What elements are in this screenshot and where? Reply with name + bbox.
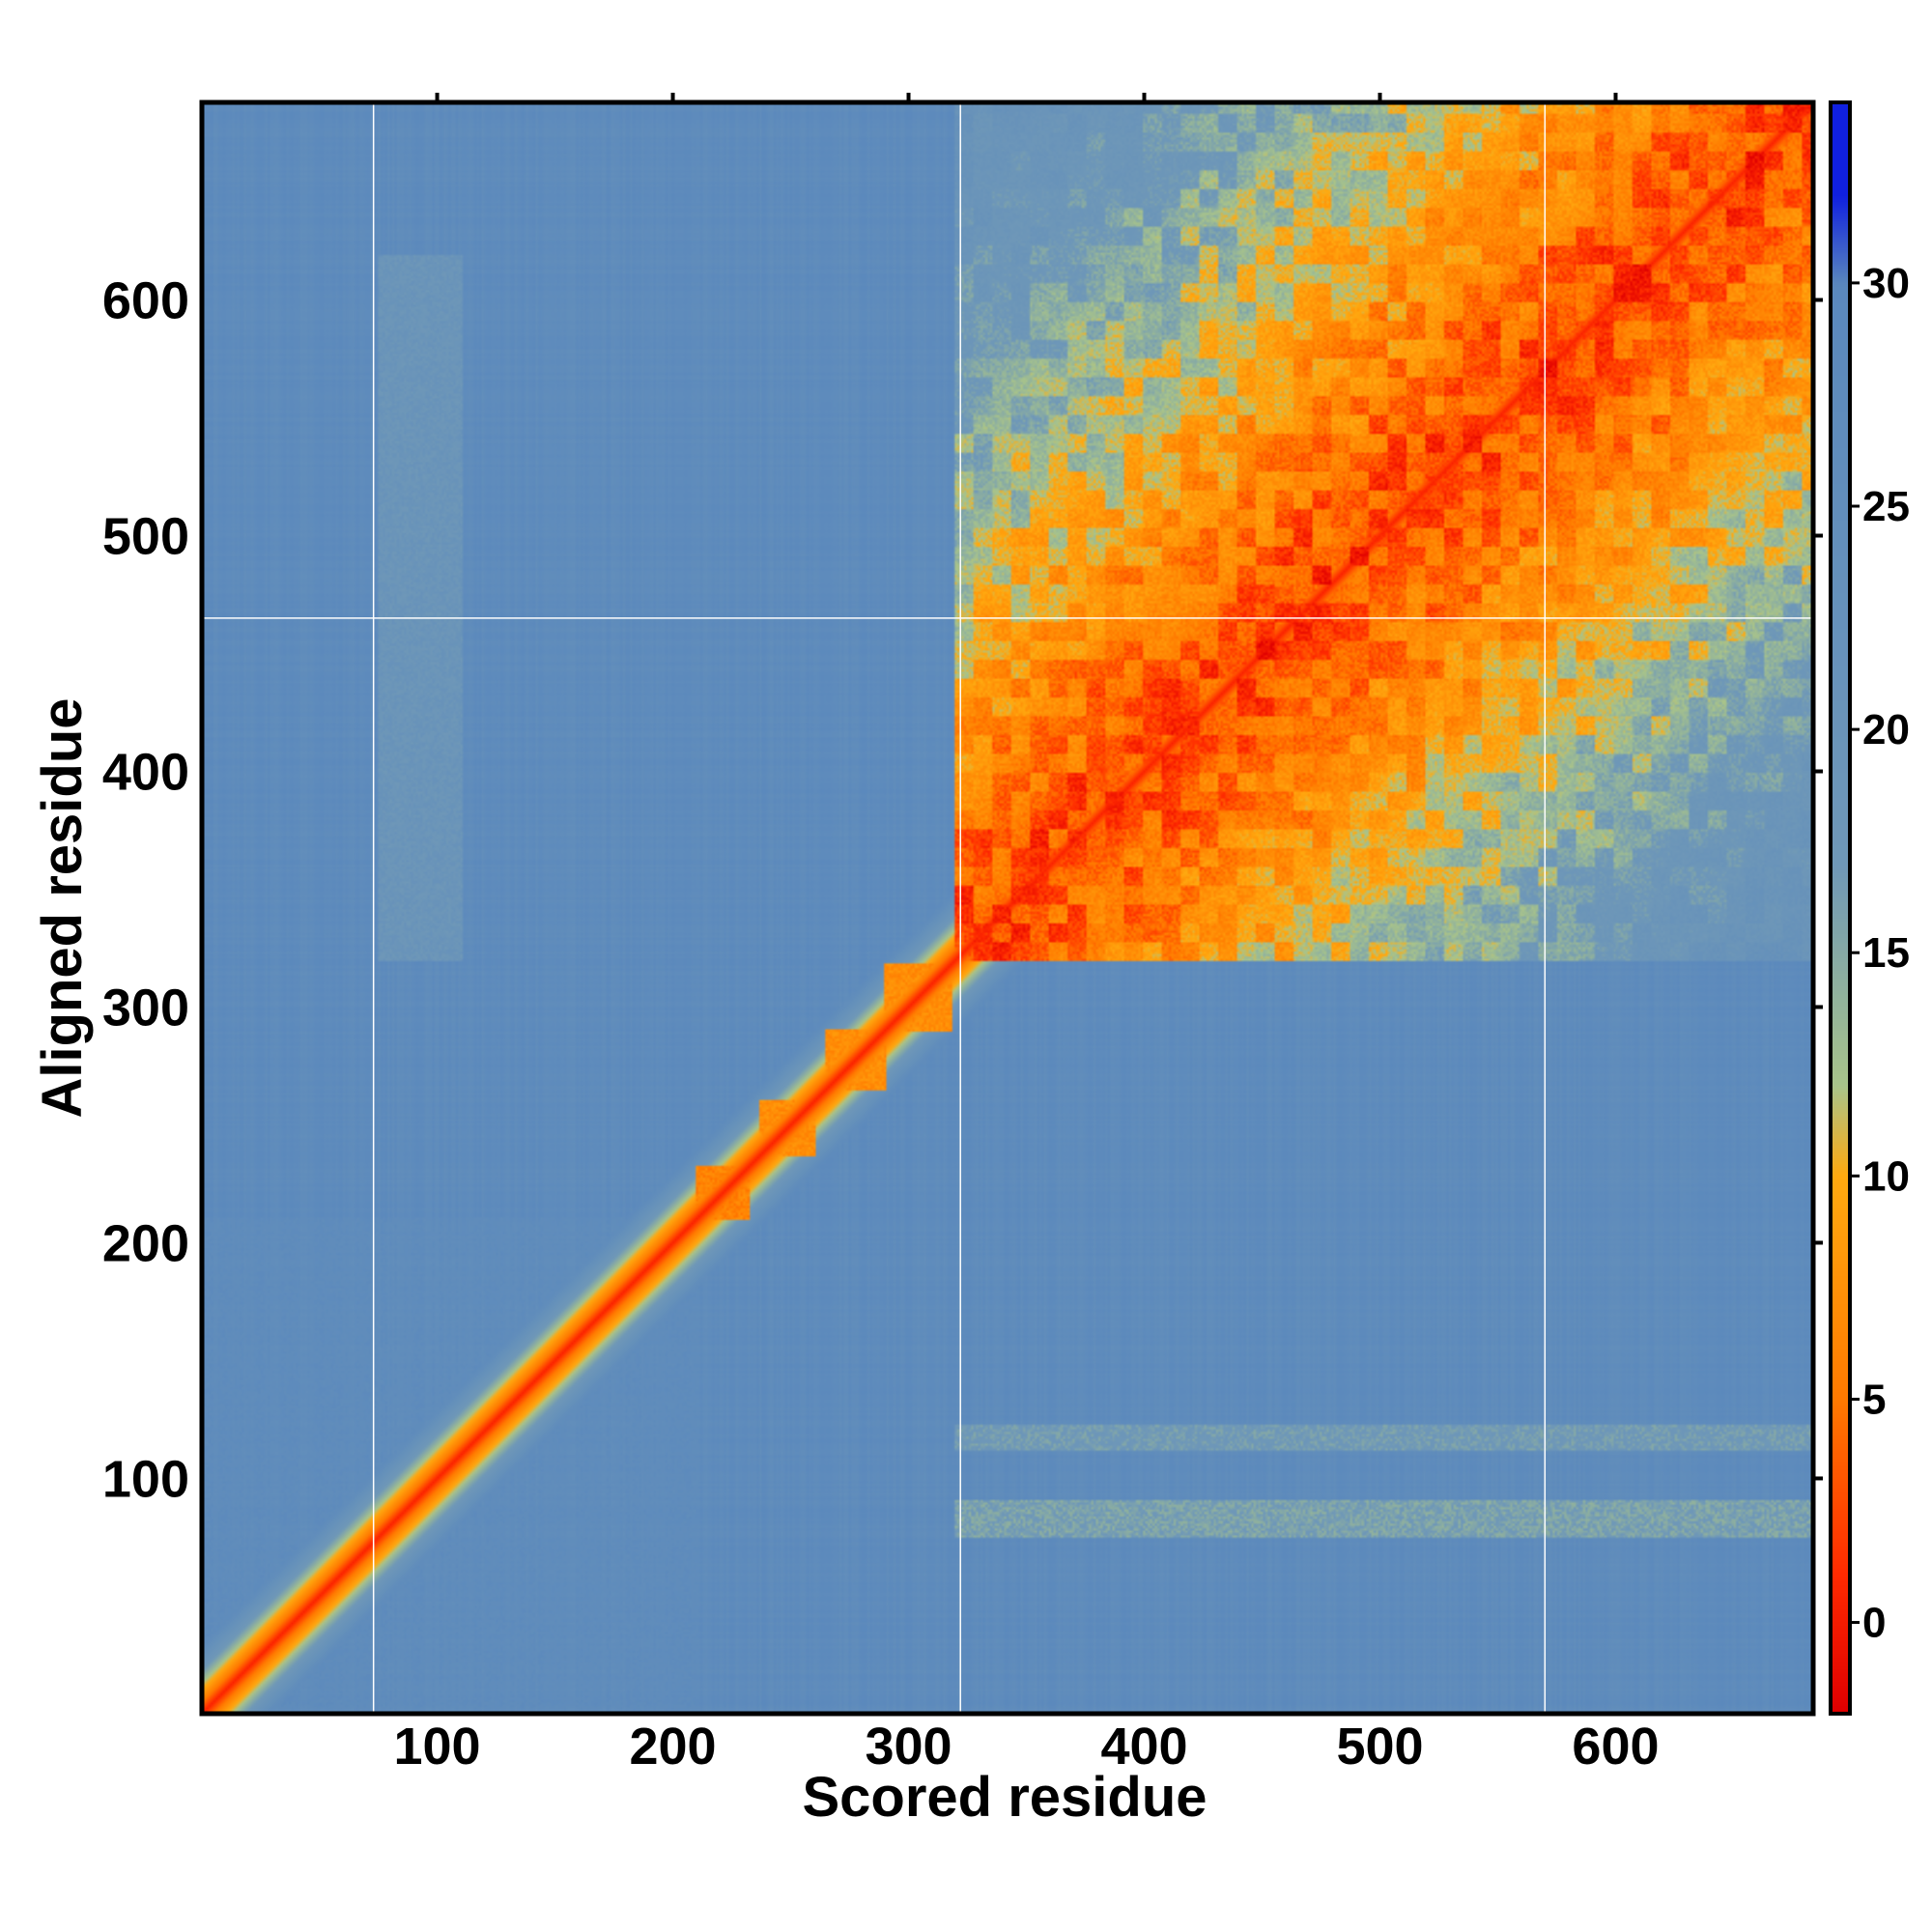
colorbar-tick-label: 20 [1862, 706, 1910, 753]
heatmap-cells [204, 104, 1811, 1712]
y-tick-label: 600 [102, 272, 189, 330]
colorbar-frame [1829, 100, 1852, 1716]
colorbar-tick-label: 0 [1862, 1600, 1886, 1647]
x-tick-label: 400 [1100, 1718, 1187, 1776]
y-axis-ticks: 100 200 300 400 500 600 [102, 272, 1823, 1508]
gridlines [204, 104, 1811, 1712]
y-tick-label: 400 [102, 743, 189, 801]
colorbar-tick-label: 10 [1862, 1152, 1910, 1200]
y-tick-label: 100 [102, 1450, 189, 1508]
colorbar-gradient [1833, 104, 1848, 1712]
x-axis-ticks: 100 200 300 400 500 600 [393, 93, 1660, 1776]
x-tick-label: 300 [865, 1718, 952, 1776]
x-tick-label: 100 [393, 1718, 480, 1776]
colorbar-ticks: 0 5 10 15 20 25 30 [1850, 260, 1910, 1647]
y-tick-label: 200 [102, 1214, 189, 1272]
x-tick-label: 600 [1572, 1718, 1659, 1776]
colorbar-tick-label: 25 [1862, 483, 1910, 530]
y-axis-label: Aligned residue [31, 697, 94, 1118]
colorbar-tick-label: 15 [1862, 929, 1910, 977]
y-tick-label: 300 [102, 979, 189, 1037]
x-axis-label: Scored residue [802, 1766, 1207, 1829]
x-tick-label: 500 [1336, 1718, 1423, 1776]
y-tick-label: 500 [102, 507, 189, 565]
x-tick-label: 200 [629, 1718, 716, 1776]
plot-frame [199, 99, 1816, 1717]
colorbar-tick-label: 5 [1862, 1376, 1886, 1423]
colorbar-tick-label: 30 [1862, 260, 1910, 307]
